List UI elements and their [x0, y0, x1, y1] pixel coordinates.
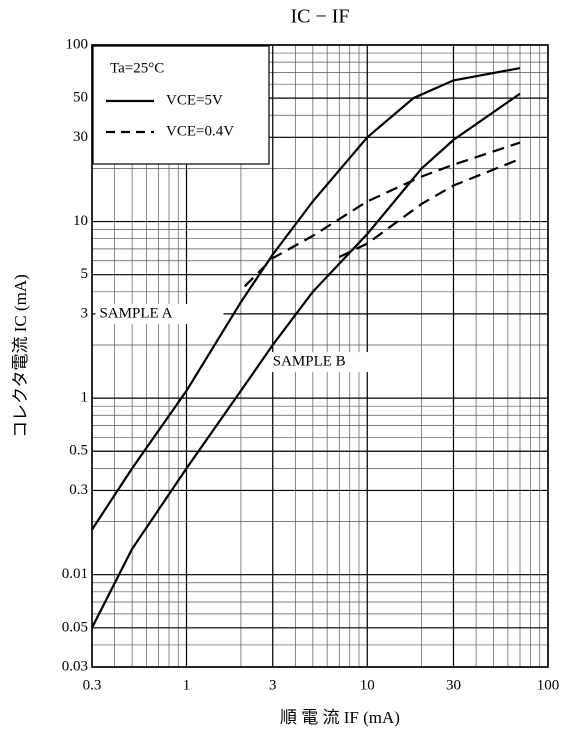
legend-box — [92, 45, 270, 165]
x-tick-label: 1 — [183, 677, 191, 693]
x-tick-label: 30 — [446, 677, 461, 693]
plot-frame — [91, 44, 549, 668]
chart-title: IC − IF — [290, 6, 349, 28]
y-tick-label: 3 — [81, 305, 89, 321]
series-line — [338, 157, 521, 258]
annotation: SAMPLE B — [273, 354, 346, 370]
x-tick-label: 10 — [360, 677, 375, 693]
y-tick-label: 100 — [66, 36, 89, 52]
y-axis-label: コレクタ電流 IC (mA) — [11, 274, 30, 438]
x-axis-label: 順 電 流 IF (mA) — [280, 708, 400, 727]
y-tick-label: 30 — [73, 129, 88, 145]
annotation-bg — [268, 352, 397, 373]
y-tick-label: 0.03 — [62, 658, 88, 674]
legend-title: Ta=25°C — [110, 60, 164, 76]
series-line — [91, 92, 521, 629]
annotation-bg — [95, 303, 224, 324]
series-line — [91, 67, 521, 531]
x-tick-label: 100 — [537, 677, 560, 693]
y-tick-label: 0.01 — [62, 566, 88, 582]
y-tick-label: 0.3 — [69, 482, 88, 498]
legend-label: VCE=0.4V — [166, 123, 234, 139]
y-tick-label: 1 — [81, 390, 89, 406]
x-tick-label: 3 — [269, 677, 277, 693]
y-tick-label: 0.05 — [62, 619, 88, 635]
y-tick-label: 5 — [81, 266, 89, 282]
series-line — [243, 141, 521, 288]
y-tick-label: 10 — [73, 213, 88, 229]
legend-label: VCE=5V — [166, 92, 223, 108]
annotation: SAMPLE A — [99, 305, 172, 321]
x-tick-label: 0.3 — [83, 677, 102, 693]
y-tick-label: 50 — [73, 90, 88, 106]
y-tick-label: 0.5 — [69, 443, 88, 459]
